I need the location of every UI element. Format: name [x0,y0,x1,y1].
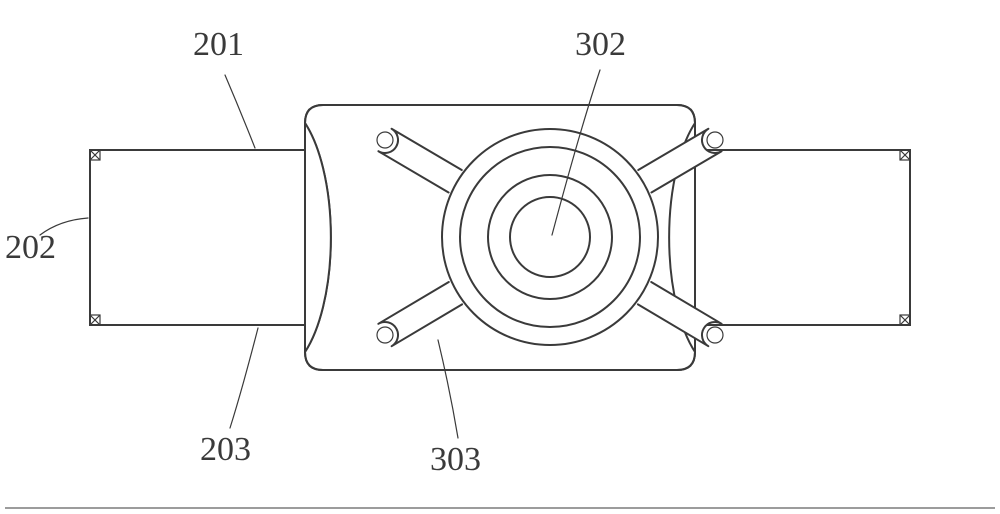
spoke-hole-3 [707,327,723,343]
spoke-hole-2 [377,327,393,343]
spoke-hole-0 [377,132,393,148]
label-l202: 202 [5,229,56,266]
spoke-hole-1 [707,132,723,148]
leader-l203 [230,328,258,428]
label-l203: 203 [200,431,251,468]
label-l201: 201 [193,26,244,63]
label-l303: 303 [430,441,481,478]
hub-center [510,197,590,277]
leader-l201 [225,75,255,148]
diagram-svg: 201 302 202 203 303 [0,0,1000,514]
figure-canvas: 201 302 202 203 303 [0,0,1000,514]
label-l302: 302 [575,26,626,63]
